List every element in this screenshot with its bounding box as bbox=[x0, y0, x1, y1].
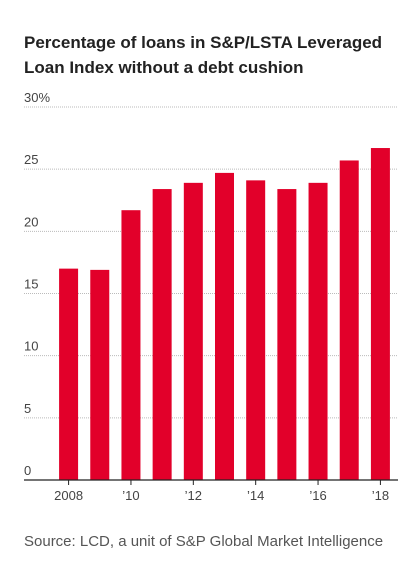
y-tick-label: 10 bbox=[24, 339, 38, 354]
y-tick-label: 25 bbox=[24, 152, 38, 167]
bar bbox=[339, 160, 359, 481]
x-tick-label: ’12 bbox=[185, 488, 202, 503]
y-tick-label: 30% bbox=[24, 90, 50, 105]
bar bbox=[152, 189, 172, 480]
y-tick-label: 15 bbox=[24, 277, 38, 292]
x-tick-label: ’16 bbox=[309, 488, 326, 503]
bar bbox=[90, 269, 110, 480]
source-note: Source: LCD, a unit of S&P Global Market… bbox=[24, 533, 384, 550]
y-tick-label: 0 bbox=[24, 463, 31, 478]
bar bbox=[370, 148, 390, 480]
chart-title: Percentage of loans in S&P/LSTA Leverage… bbox=[24, 33, 383, 77]
y-tick-label: 20 bbox=[24, 214, 38, 229]
bar bbox=[215, 172, 234, 480]
chart: 0 5 10 15 20 25 30% 2008 ’10 ’12 ’14 ’16 ’18 bbox=[24, 90, 398, 503]
x-tick-label: ’14 bbox=[247, 488, 264, 503]
x-tick-label: 2008 bbox=[54, 488, 83, 503]
bar bbox=[246, 180, 266, 480]
y-tick-label: 5 bbox=[24, 401, 31, 416]
x-tick-label: ’10 bbox=[122, 488, 139, 503]
bar bbox=[277, 189, 297, 480]
x-tick-label: ’18 bbox=[372, 488, 389, 503]
bar bbox=[183, 182, 203, 481]
bar bbox=[121, 210, 141, 481]
bar bbox=[59, 268, 79, 480]
bar bbox=[308, 182, 328, 481]
